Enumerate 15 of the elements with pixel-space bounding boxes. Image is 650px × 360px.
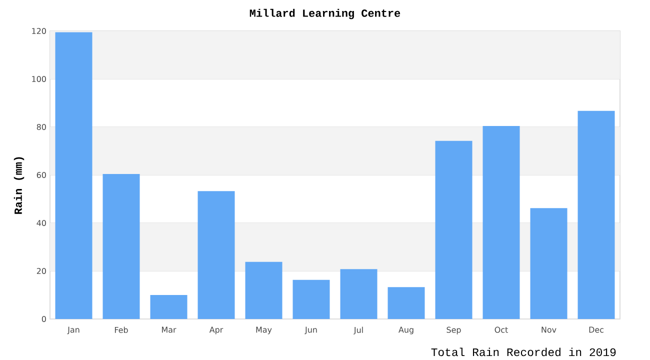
bar [198, 191, 235, 319]
bar [245, 262, 282, 319]
bar [150, 295, 188, 319]
bar [340, 269, 378, 319]
bar [388, 287, 425, 319]
bar [435, 140, 472, 319]
x-axis-title: Total Rain Recorded in 2019 [431, 348, 616, 356]
bar [530, 208, 568, 319]
bar [55, 32, 92, 319]
bar [482, 126, 520, 319]
bar [102, 174, 140, 319]
bar [292, 280, 330, 319]
y-axis-title: Rain (mm) [14, 157, 24, 214]
bar [578, 110, 615, 319]
chart-title: Millard Learning Centre [250, 8, 400, 20]
